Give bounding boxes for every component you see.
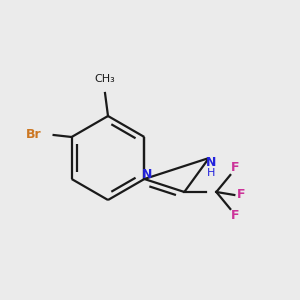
Text: CH₃: CH₃ — [94, 74, 116, 84]
Text: F: F — [231, 161, 240, 175]
Text: F: F — [231, 209, 240, 223]
Text: F: F — [237, 188, 246, 202]
Text: N: N — [206, 155, 216, 169]
Text: Br: Br — [26, 128, 42, 142]
Text: H: H — [207, 168, 215, 178]
Text: N: N — [142, 169, 153, 182]
